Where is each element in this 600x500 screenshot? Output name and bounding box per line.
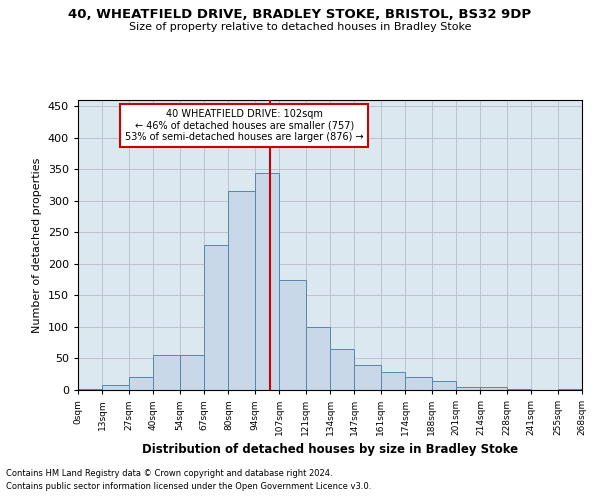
Bar bbox=[557, 388, 582, 390]
Bar bbox=[456, 387, 481, 390]
Bar bbox=[129, 378, 153, 390]
Bar bbox=[279, 280, 305, 390]
Bar bbox=[431, 380, 456, 390]
Bar bbox=[78, 388, 103, 390]
Bar bbox=[507, 388, 531, 390]
Bar bbox=[179, 356, 204, 390]
Bar bbox=[255, 172, 279, 390]
Bar bbox=[229, 192, 255, 390]
Bar bbox=[481, 387, 507, 390]
Text: 40 WHEATFIELD DRIVE: 102sqm
← 46% of detached houses are smaller (757)
53% of se: 40 WHEATFIELD DRIVE: 102sqm ← 46% of det… bbox=[125, 108, 364, 142]
Bar bbox=[381, 372, 405, 390]
Y-axis label: Number of detached properties: Number of detached properties bbox=[32, 158, 42, 332]
Bar bbox=[355, 365, 381, 390]
Text: Size of property relative to detached houses in Bradley Stoke: Size of property relative to detached ho… bbox=[129, 22, 471, 32]
Text: Distribution of detached houses by size in Bradley Stoke: Distribution of detached houses by size … bbox=[142, 442, 518, 456]
Text: Contains public sector information licensed under the Open Government Licence v3: Contains public sector information licen… bbox=[6, 482, 371, 491]
Bar bbox=[153, 356, 179, 390]
Bar bbox=[330, 349, 355, 390]
Text: Contains HM Land Registry data © Crown copyright and database right 2024.: Contains HM Land Registry data © Crown c… bbox=[6, 468, 332, 477]
Text: 40, WHEATFIELD DRIVE, BRADLEY STOKE, BRISTOL, BS32 9DP: 40, WHEATFIELD DRIVE, BRADLEY STOKE, BRI… bbox=[68, 8, 532, 20]
Bar bbox=[204, 245, 229, 390]
Bar bbox=[103, 385, 129, 390]
Bar bbox=[405, 378, 431, 390]
Bar bbox=[305, 327, 330, 390]
